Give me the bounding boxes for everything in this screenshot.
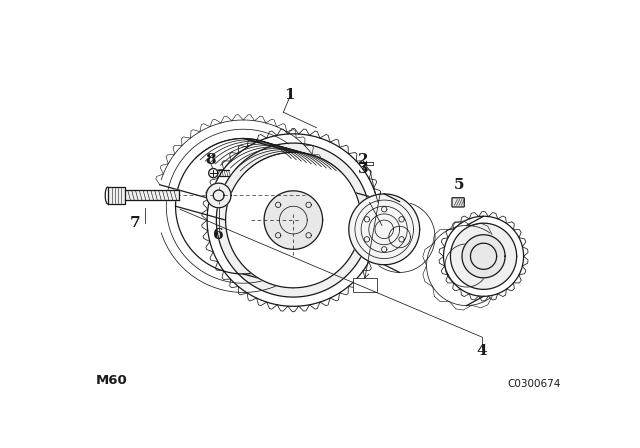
- Text: 4: 4: [477, 344, 487, 358]
- Polygon shape: [125, 190, 179, 200]
- Bar: [353, 278, 378, 292]
- Polygon shape: [349, 194, 420, 265]
- Text: 1: 1: [284, 87, 295, 102]
- Polygon shape: [462, 235, 505, 278]
- Text: 5: 5: [454, 178, 464, 192]
- Text: 8: 8: [205, 153, 216, 167]
- Text: M60: M60: [95, 374, 127, 387]
- Polygon shape: [108, 187, 125, 204]
- Polygon shape: [216, 143, 371, 297]
- Polygon shape: [451, 223, 516, 289]
- Text: 2: 2: [358, 153, 369, 167]
- Text: 6: 6: [213, 228, 224, 242]
- FancyBboxPatch shape: [452, 198, 464, 207]
- Text: 7: 7: [130, 216, 141, 230]
- Polygon shape: [209, 168, 218, 178]
- Polygon shape: [206, 183, 231, 208]
- Polygon shape: [264, 191, 323, 250]
- Text: C0300674: C0300674: [507, 379, 561, 389]
- Polygon shape: [225, 152, 361, 288]
- Text: 3: 3: [358, 162, 369, 176]
